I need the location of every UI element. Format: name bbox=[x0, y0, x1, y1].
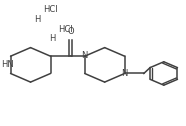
Text: H: H bbox=[34, 15, 40, 24]
Text: H: H bbox=[49, 35, 55, 43]
Text: N: N bbox=[81, 51, 88, 60]
Text: N: N bbox=[121, 69, 128, 78]
Text: HCl: HCl bbox=[43, 5, 58, 14]
Text: HCl: HCl bbox=[58, 25, 73, 34]
Text: O: O bbox=[67, 27, 74, 36]
Text: HN: HN bbox=[1, 60, 14, 69]
